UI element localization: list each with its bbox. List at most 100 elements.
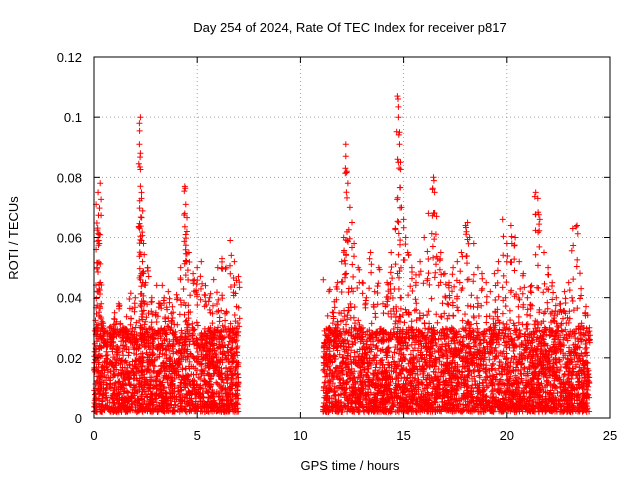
noise-point (159, 282, 166, 289)
noise-point (113, 346, 120, 353)
noise-point (413, 300, 420, 307)
noise-point (114, 349, 120, 356)
noise-point (151, 363, 158, 370)
noise-point (102, 377, 108, 384)
noise-point (144, 393, 150, 400)
noise-point (111, 400, 118, 407)
noise-point (107, 368, 114, 375)
noise-point (228, 371, 235, 378)
noise-point (444, 300, 451, 307)
noise-point (155, 341, 162, 348)
noise-point (228, 363, 235, 370)
noise-point (187, 309, 194, 315)
noise-point (223, 355, 230, 362)
noise-point (220, 379, 227, 386)
noise-point (159, 400, 166, 407)
noise-point (213, 379, 220, 386)
noise-point (137, 350, 144, 357)
noise-point (188, 371, 195, 378)
noise-point (177, 379, 184, 386)
noise-point (186, 330, 193, 337)
noise-point (188, 395, 195, 402)
noise-point (425, 326, 432, 333)
noise-point (126, 361, 133, 368)
noise-point (162, 346, 169, 352)
noise-point (527, 312, 534, 319)
noise-point (231, 312, 238, 318)
noise-point (439, 300, 446, 307)
chart-title: Day 254 of 2024, Rate Of TEC Index for r… (193, 20, 506, 35)
noise-point (150, 367, 157, 374)
noise-point (204, 370, 211, 377)
noise-point (116, 378, 123, 385)
noise-point (424, 312, 431, 318)
noise-point (110, 321, 117, 328)
noise-point (173, 366, 180, 373)
noise-point (163, 346, 170, 353)
noise-point (320, 276, 327, 283)
noise-point (233, 337, 240, 344)
noise-point (118, 394, 125, 401)
noise-point (125, 352, 132, 359)
noise-point (168, 381, 175, 388)
noise-point (569, 365, 576, 372)
noise-point (190, 377, 197, 384)
noise-point (119, 348, 126, 355)
noise-point (218, 376, 225, 383)
noise-point (98, 384, 105, 391)
noise-point (224, 380, 231, 387)
noise-point (158, 340, 165, 347)
noise-point (223, 364, 230, 371)
noise-point (510, 348, 517, 354)
noise-point (106, 383, 113, 390)
noise-point (324, 312, 331, 319)
noise-point (483, 373, 490, 380)
noise-point (560, 315, 566, 322)
noise-point (103, 364, 110, 371)
noise-point (165, 342, 172, 349)
noise-point (114, 396, 121, 402)
noise-point (141, 382, 148, 389)
noise-point (153, 282, 160, 289)
noise-point (207, 324, 214, 331)
noise-point (207, 290, 214, 297)
noise-point (216, 333, 223, 339)
noise-point (131, 346, 138, 353)
noise-point (121, 364, 128, 371)
noise-point (178, 386, 185, 393)
noise-point (216, 318, 223, 325)
noise-point (425, 308, 432, 315)
noise-point (210, 354, 217, 361)
noise-point (147, 396, 154, 403)
noise-point (206, 365, 213, 372)
noise-point (183, 390, 190, 397)
noise-point (93, 379, 100, 385)
noise-point (507, 317, 514, 324)
noise-point (122, 357, 129, 364)
data-points (91, 93, 594, 415)
noise-point (193, 335, 200, 342)
noise-point (166, 347, 173, 354)
noise-point (111, 364, 118, 371)
noise-point (468, 292, 475, 299)
noise-point (558, 327, 565, 334)
noise-point (222, 317, 229, 324)
noise-point (176, 391, 183, 398)
noise-point (91, 348, 98, 355)
noise-point (233, 346, 240, 352)
noise-point (194, 322, 201, 329)
noise-point (183, 373, 190, 380)
noise-point (221, 334, 228, 341)
noise-point (151, 368, 157, 375)
noise-point (201, 330, 208, 336)
noise-point (147, 369, 153, 376)
noise-point (126, 296, 133, 302)
noise-point (155, 403, 162, 409)
noise-point (422, 325, 429, 332)
noise-point (129, 389, 136, 396)
noise-point (127, 290, 134, 297)
noise-point (234, 349, 240, 356)
noise-point (129, 365, 136, 372)
noise-point (582, 346, 589, 352)
